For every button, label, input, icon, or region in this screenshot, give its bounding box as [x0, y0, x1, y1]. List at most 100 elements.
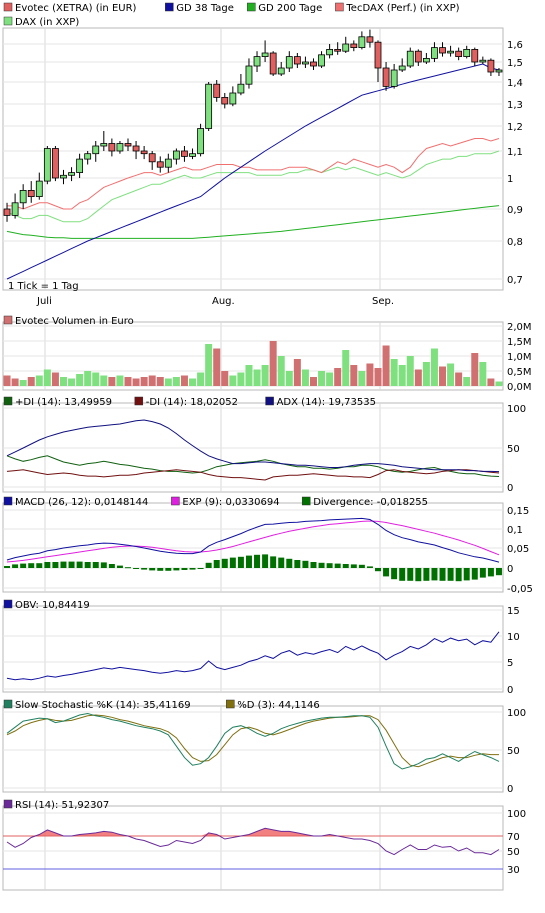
price-candle	[52, 148, 59, 179]
price-candle	[342, 43, 350, 52]
price-legend-swatch	[165, 2, 174, 12]
volume-bar	[326, 372, 334, 386]
price-candle	[84, 153, 92, 160]
price-tick-label: 1,5	[507, 58, 523, 69]
stochastic-legend-entry: Slow Stochastic %K (14): 35,41169	[15, 700, 191, 711]
price-candle	[189, 153, 196, 157]
price-candle	[140, 150, 148, 155]
obv-tick-label: 5	[507, 658, 513, 669]
price-candle	[358, 36, 366, 48]
obv-series-obv	[6, 631, 500, 681]
volume-bar	[11, 378, 19, 386]
stochastic-tick-label: 50	[507, 746, 520, 757]
volume-bar	[213, 348, 221, 386]
volume-bar	[35, 375, 43, 386]
price-candle	[164, 158, 172, 168]
macd-divergence-bar	[487, 568, 494, 577]
price-candle	[92, 145, 100, 155]
macd-divergence-bar	[92, 562, 99, 568]
macd-divergence-bar	[76, 561, 83, 568]
volume-bar	[422, 362, 430, 386]
macd-divergence-bar	[326, 563, 333, 568]
macd-divergence-bar	[366, 566, 373, 568]
volume-bar	[471, 353, 479, 386]
volume-legend-entry: Evotec Volumen in Euro	[15, 316, 134, 327]
volume-bar	[439, 366, 447, 386]
price-candle	[181, 150, 188, 157]
rsi-tick-label: 70	[507, 832, 520, 843]
volume-bar	[189, 378, 197, 386]
macd-divergence-bar	[141, 568, 148, 570]
macd-divergence-bar	[205, 562, 212, 568]
macd-divergence-bar	[334, 563, 341, 568]
stochastic-tick-label: 0	[507, 784, 513, 795]
price-candle	[455, 50, 463, 58]
adx-legend-swatch	[134, 396, 144, 406]
volume-tick-label: 1,5M	[507, 337, 532, 348]
price-candle	[439, 47, 446, 54]
price-candle	[414, 50, 422, 63]
volume-bar	[293, 359, 301, 386]
macd-divergence-bar	[302, 560, 309, 568]
price-candle	[302, 61, 309, 65]
obv-legend-swatch	[3, 599, 13, 609]
price-tick-label: 1,6	[507, 40, 523, 51]
price-candle	[197, 128, 204, 155]
volume-bar	[495, 381, 503, 386]
macd-divergence-bar	[318, 562, 325, 568]
macd-divergence-bar	[221, 558, 228, 568]
volume-bar	[100, 375, 108, 386]
price-candle	[35, 180, 43, 198]
price-tick-label: 0,8	[507, 237, 523, 248]
macd-divergence-bar	[213, 560, 220, 568]
macd-divergence-bar	[44, 562, 51, 568]
price-candle	[479, 59, 487, 63]
macd-divergence-bar	[84, 562, 91, 568]
volume-bar	[269, 341, 277, 386]
macd-divergence-bar	[100, 562, 107, 568]
volume-bar	[285, 371, 293, 386]
obv-tick-label: 15	[507, 606, 520, 617]
adx-legend-entry: +DI (14): 13,49959	[15, 397, 112, 408]
price-candle	[495, 69, 503, 73]
adx-legend-swatch	[3, 396, 13, 406]
price-candle	[43, 148, 51, 182]
macd-legend-entry: MACD (26, 12): 0,0148144	[15, 497, 148, 508]
volume-bar	[205, 344, 213, 386]
adx-tick-label: 100	[507, 404, 526, 415]
price-candle	[124, 143, 132, 147]
price-legend-swatch	[3, 16, 13, 26]
price-candle	[60, 174, 67, 179]
price-legend-entry: GD 38 Tage	[176, 3, 234, 14]
volume-bar	[140, 377, 148, 386]
volume-tick-label: 2,0M	[507, 322, 532, 333]
macd-tick-label: 0,05	[507, 544, 529, 555]
price-series-tecdax	[7, 138, 500, 210]
price-tick-label: 1,2	[507, 122, 523, 133]
stochastic-tick-label: 100	[507, 708, 526, 719]
macd-legend-swatch	[3, 496, 13, 506]
volume-bar	[406, 356, 414, 386]
volume-tick-label: 1,0M	[507, 352, 532, 363]
adx-legend-entry: ADX (14): 19,73535	[277, 397, 376, 408]
stochastic-series-k	[6, 712, 500, 770]
volume-bar	[27, 377, 35, 386]
price-candle	[471, 49, 479, 63]
rsi-series-rsi	[6, 827, 500, 856]
price-candle	[68, 172, 75, 176]
price-candle	[406, 50, 414, 67]
volume-bar	[59, 377, 67, 386]
macd-divergence-bar	[431, 568, 438, 581]
obv-legend-entry: OBV: 10,84419	[15, 600, 90, 611]
macd-divergence-bar	[495, 568, 502, 576]
macd-divergence-bar	[173, 568, 180, 571]
macd-divergence-bar	[197, 568, 204, 569]
macd-divergence-bar	[116, 565, 123, 568]
volume-bar	[350, 365, 358, 386]
volume-bar	[366, 363, 374, 386]
volume-bar	[68, 378, 76, 386]
volume-bar	[180, 375, 188, 386]
price-candle	[382, 67, 390, 87]
volume-bar	[479, 362, 487, 386]
